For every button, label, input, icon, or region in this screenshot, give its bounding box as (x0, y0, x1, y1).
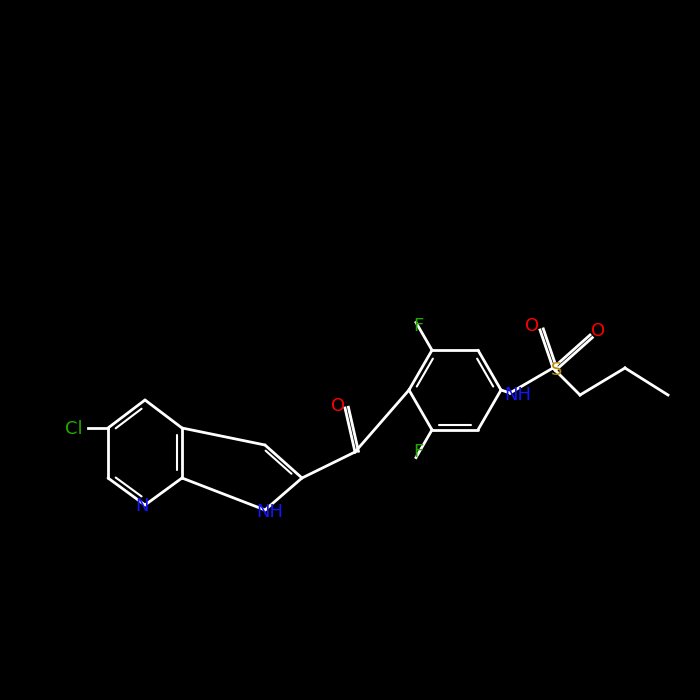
Text: Cl: Cl (65, 420, 83, 438)
Text: F: F (413, 442, 423, 461)
Text: NH: NH (256, 503, 284, 521)
Text: O: O (331, 397, 345, 415)
Text: F: F (413, 318, 423, 335)
Text: N: N (135, 497, 148, 515)
Text: O: O (591, 322, 605, 340)
Text: O: O (525, 317, 539, 335)
Text: S: S (552, 361, 563, 379)
Text: NH: NH (505, 386, 531, 404)
